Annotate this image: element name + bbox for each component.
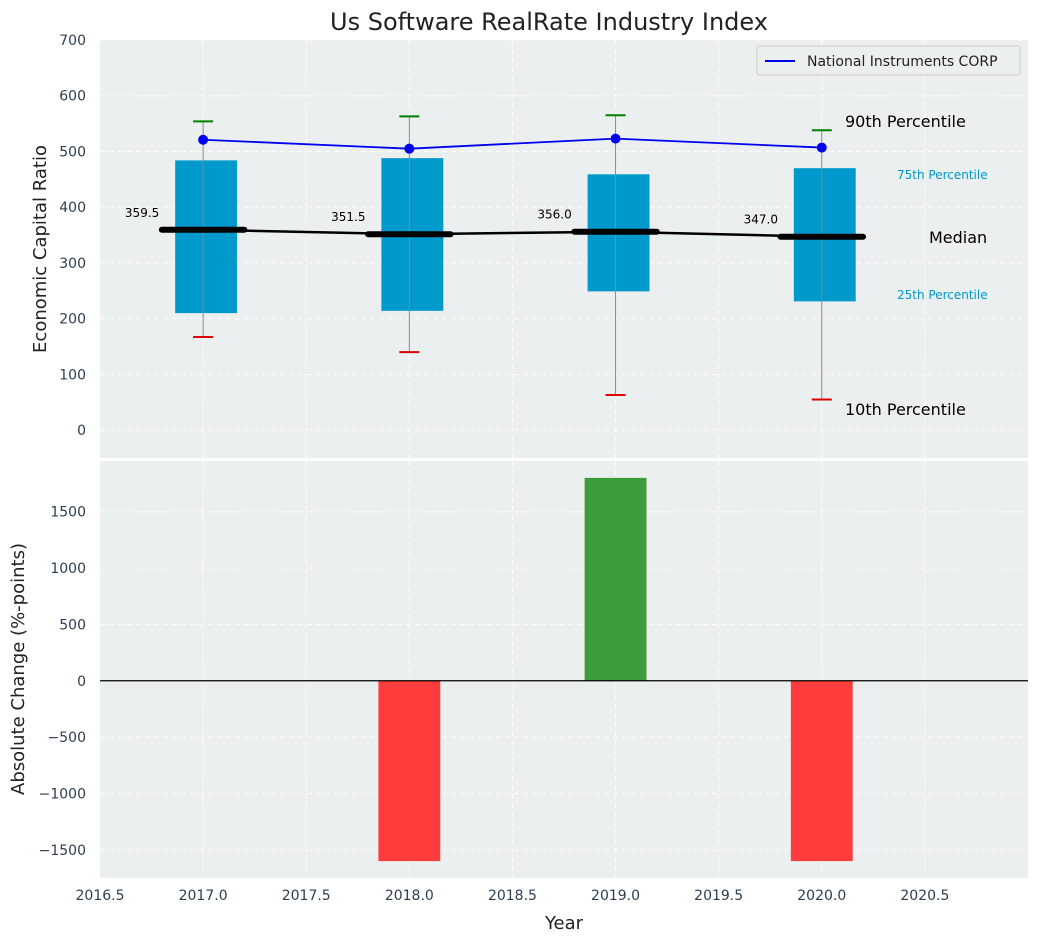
change-bar [584, 477, 647, 681]
bottom-plot-area [100, 461, 1028, 878]
top-y-tick-label: 300 [59, 256, 86, 272]
top-y-tick-label: 200 [59, 312, 86, 328]
x-tick-label: 2017.0 [179, 888, 228, 904]
median-value-label: 359.5 [125, 206, 159, 220]
p75-annotation: 75th Percentile [897, 168, 988, 182]
top-y-tick-label: 100 [59, 367, 86, 383]
x-tick-label: 2018.5 [488, 888, 537, 904]
top-y-tick-label: 700 [59, 33, 86, 49]
median-value-label: 351.5 [331, 210, 365, 224]
company-point [198, 134, 209, 145]
x-tick-label: 2017.5 [282, 888, 331, 904]
median-trend-line [203, 228, 822, 238]
bottom-y-axis-label: Absolute Change (%-points) [8, 543, 29, 795]
company-series [198, 133, 827, 154]
bottom-y-tick-label: 0 [77, 674, 86, 690]
bottom-y-tick-label: 1000 [50, 561, 86, 577]
p90-annotation: 90th Percentile [845, 112, 966, 131]
company-point [610, 133, 621, 144]
x-tick-label: 2019.5 [694, 888, 743, 904]
top-plot-area [100, 40, 1028, 458]
x-tick-label: 2019.0 [591, 888, 640, 904]
bottom-y-tick-label: 1500 [50, 505, 86, 521]
p25-annotation: 25th Percentile [897, 288, 988, 302]
bottom-y-tick-label: −500 [48, 730, 86, 746]
median-value-label: 356.0 [537, 208, 571, 222]
company-point [816, 142, 827, 153]
top-y-tick-label: 0 [77, 423, 86, 439]
percentile-annotations: 90th Percentile 75th Percentile Median 2… [845, 112, 988, 419]
top-y-tick-label: 600 [59, 89, 86, 105]
bottom-y-tick-label: 500 [59, 617, 86, 633]
x-tick-label: 2016.5 [76, 888, 125, 904]
median-annotation: Median [929, 228, 987, 247]
box-plots: 359.5 351.5 356.0 347.0 [125, 114, 867, 401]
chart-title: Us Software RealRate Industry Index [330, 8, 768, 36]
p10-annotation: 10th Percentile [845, 400, 966, 419]
change-bar [378, 680, 441, 862]
median-value-label: 347.0 [744, 213, 778, 227]
change-bars [100, 477, 1028, 862]
x-tick-label: 2020.5 [900, 888, 949, 904]
top-y-tick-label: 500 [59, 144, 86, 160]
company-line [203, 137, 822, 150]
legend-entry: National Instruments CORP [807, 54, 998, 70]
top-y-ticks: 0 100 200 300 400 500 600 700 [59, 33, 86, 439]
bottom-y-tick-label: −1000 [39, 786, 86, 802]
bottom-y-tick-label: −1500 [39, 843, 86, 859]
bottom-y-ticks: −1500 −1000 −500 0 500 1000 1500 [39, 505, 86, 859]
company-point [404, 143, 415, 154]
x-axis-label: Year [544, 913, 584, 934]
x-tick-label: 2020.0 [797, 888, 846, 904]
iqr-box [175, 160, 238, 314]
change-bar [790, 680, 853, 862]
legend: National Instruments CORP [756, 45, 1021, 76]
legend-box [756, 45, 1021, 76]
top-y-tick-label: 400 [59, 200, 86, 216]
x-ticks: 2016.5 2017.0 2017.5 2018.0 2018.5 2019.0 2019… [76, 888, 950, 904]
top-y-axis-label: Economic Capital Ratio [30, 145, 51, 353]
x-tick-label: 2018.0 [385, 888, 434, 904]
